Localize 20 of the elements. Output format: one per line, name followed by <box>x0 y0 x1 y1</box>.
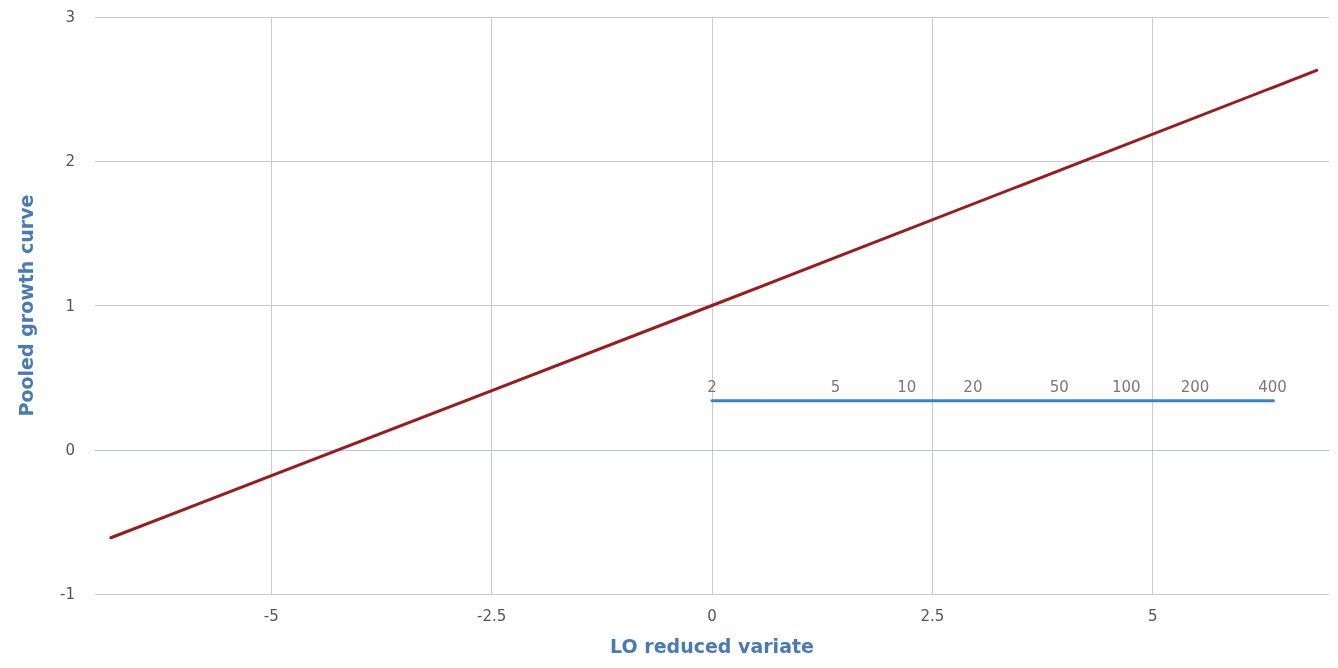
annotation: 2 <box>707 378 717 397</box>
y-tick-label: -1 <box>60 585 75 603</box>
x-tick-label: -2.5 <box>477 606 507 625</box>
x-tick-label: 0 <box>707 606 717 625</box>
annotation: 5 <box>830 378 841 397</box>
y-tick-label: 3 <box>65 8 75 26</box>
y-tick-label: 1 <box>65 296 75 315</box>
y-tick-label: 0 <box>65 440 75 459</box>
y-tick-label: 2 <box>65 152 75 171</box>
x-tick-label: 2.5 <box>920 606 945 625</box>
x-tick-label: -5 <box>263 606 279 625</box>
annotation: 20 <box>963 378 983 397</box>
annotation: 50 <box>1049 378 1069 397</box>
annotation: 200 <box>1180 378 1210 397</box>
x-axis-title: LO reduced variate <box>610 634 814 657</box>
x-tick-label: 5 <box>1147 606 1158 625</box>
annotation: 10 <box>897 378 917 397</box>
annotation: 100 <box>1111 378 1141 397</box>
y-axis-title: Pooled growth curve <box>14 194 37 417</box>
annotation: 400 <box>1258 378 1287 397</box>
